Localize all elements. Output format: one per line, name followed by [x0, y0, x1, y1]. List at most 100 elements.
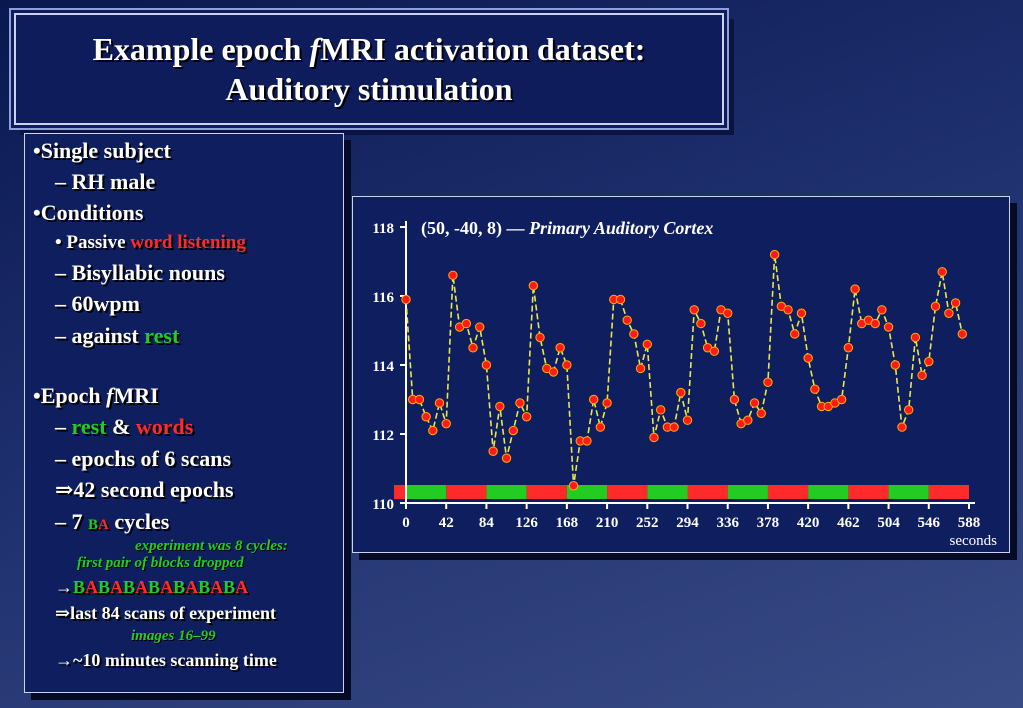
- data-point: [461, 318, 472, 329]
- x-tick-label: 546: [918, 515, 941, 531]
- data-point: [883, 322, 894, 332]
- data-point: [642, 339, 652, 350]
- data-point: [749, 398, 760, 408]
- x-tick-label: 0: [402, 515, 410, 531]
- data-point: [890, 360, 900, 370]
- data-point: [783, 305, 793, 315]
- block-rest: [727, 485, 768, 499]
- rh-male: – RH male: [55, 169, 156, 194]
- data-point: [763, 377, 773, 387]
- data-point: [790, 329, 800, 339]
- data-point: [696, 318, 706, 329]
- baba-letter: B: [173, 577, 186, 597]
- data-point: [434, 398, 445, 408]
- data-point: [850, 284, 860, 294]
- block-words: [767, 485, 809, 499]
- y-tick-label: 112: [372, 428, 394, 444]
- x-tick-label: 588: [958, 515, 981, 531]
- block-rest: [647, 485, 688, 499]
- data-point: [669, 422, 679, 432]
- block-words: [607, 485, 648, 499]
- baba-letter: A: [85, 577, 99, 597]
- baba-letter: B: [223, 577, 236, 597]
- data-point: [649, 432, 659, 443]
- data-point: [635, 363, 646, 374]
- data-point: [870, 318, 880, 329]
- slide-title: Example epoch fMRI activation dataset: A…: [14, 13, 724, 125]
- x-tick-label: 252: [636, 515, 659, 531]
- block-words: [526, 485, 567, 499]
- data-point: [595, 422, 606, 432]
- images-range: images 16–99: [131, 628, 216, 644]
- bisyllabic: – Bisyllabic nouns: [55, 260, 225, 285]
- x-tick-label: 378: [757, 515, 780, 531]
- baba-letter: A: [135, 577, 149, 597]
- data-point: [950, 298, 961, 308]
- y-tick-label: 118: [372, 221, 394, 237]
- x-tick-label: 336: [716, 515, 739, 531]
- x-tick-label: 42: [439, 515, 454, 531]
- timecourse-chart: 110 112 114 116 118 0 42 84 126 168 210 252 294 336 37…: [372, 218, 997, 549]
- data-point: [535, 332, 545, 343]
- data-point: [937, 267, 947, 277]
- data-point: [588, 394, 599, 405]
- baba-letter: B: [198, 577, 211, 597]
- series-line: [405, 254, 964, 486]
- note-line-2: first pair of blocks dropped: [77, 555, 244, 571]
- data-point: [944, 308, 954, 318]
- data-point: [582, 436, 592, 446]
- block-words: [928, 485, 969, 499]
- block-words: [848, 485, 889, 499]
- title-line-2: Auditory stimulation: [225, 71, 513, 107]
- baba-letter: B: [123, 577, 136, 597]
- data-point: [723, 308, 733, 318]
- data-point: [441, 418, 451, 429]
- data-point: [521, 412, 532, 422]
- info-panel: •Single subject – RH male •Conditions • …: [24, 133, 344, 693]
- x-tick-label: 504: [877, 515, 900, 531]
- data-point: [528, 280, 539, 291]
- x-tick-label: 294: [676, 515, 699, 531]
- chart-panel: 110 112 114 116 118 0 42 84 126 168 210 252 294 336 37…: [352, 196, 1010, 553]
- data-point: [756, 408, 766, 419]
- data-point: [930, 301, 941, 312]
- data-point: [468, 343, 478, 353]
- baba-letter: B: [73, 577, 86, 597]
- data-point: [555, 343, 565, 353]
- data-point: [495, 401, 505, 412]
- x-tick-label: 210: [596, 515, 619, 531]
- data-point: [924, 356, 934, 367]
- baba-letter: B: [98, 577, 111, 597]
- x-tick-label: 168: [556, 515, 579, 531]
- data-point: [709, 346, 720, 356]
- baba-letter: A: [110, 577, 124, 597]
- wpm: – 60wpm: [55, 291, 140, 316]
- x-tick-label: 420: [797, 515, 820, 531]
- title-line-1: Example epoch fMRI activation dataset:: [92, 31, 646, 67]
- data-point: [796, 308, 807, 318]
- note-line-1: experiment was 8 cycles:: [135, 538, 288, 554]
- passive-line: • Passive word listening: [55, 232, 246, 253]
- data-point: [562, 360, 572, 370]
- data-point: [743, 415, 753, 425]
- x-tick-label: 126: [515, 515, 538, 531]
- data-point: [448, 270, 458, 281]
- data-point: [481, 360, 492, 370]
- data-point: [548, 367, 559, 377]
- data-point: [843, 343, 854, 353]
- data-point: [488, 446, 498, 456]
- data-point: [629, 329, 639, 339]
- data-point: [401, 294, 411, 305]
- data-point: [769, 249, 780, 260]
- block-words: [687, 485, 728, 499]
- x-tick-label: 462: [837, 515, 860, 531]
- x-tick-label: 84: [479, 515, 495, 531]
- data-point: [615, 294, 626, 305]
- block-rest: [406, 485, 447, 499]
- data-point: [508, 425, 518, 436]
- data-point: [421, 412, 431, 422]
- data-point: [501, 453, 512, 463]
- data-point: [475, 322, 485, 332]
- data-point: [689, 305, 699, 315]
- data-point: [602, 398, 612, 408]
